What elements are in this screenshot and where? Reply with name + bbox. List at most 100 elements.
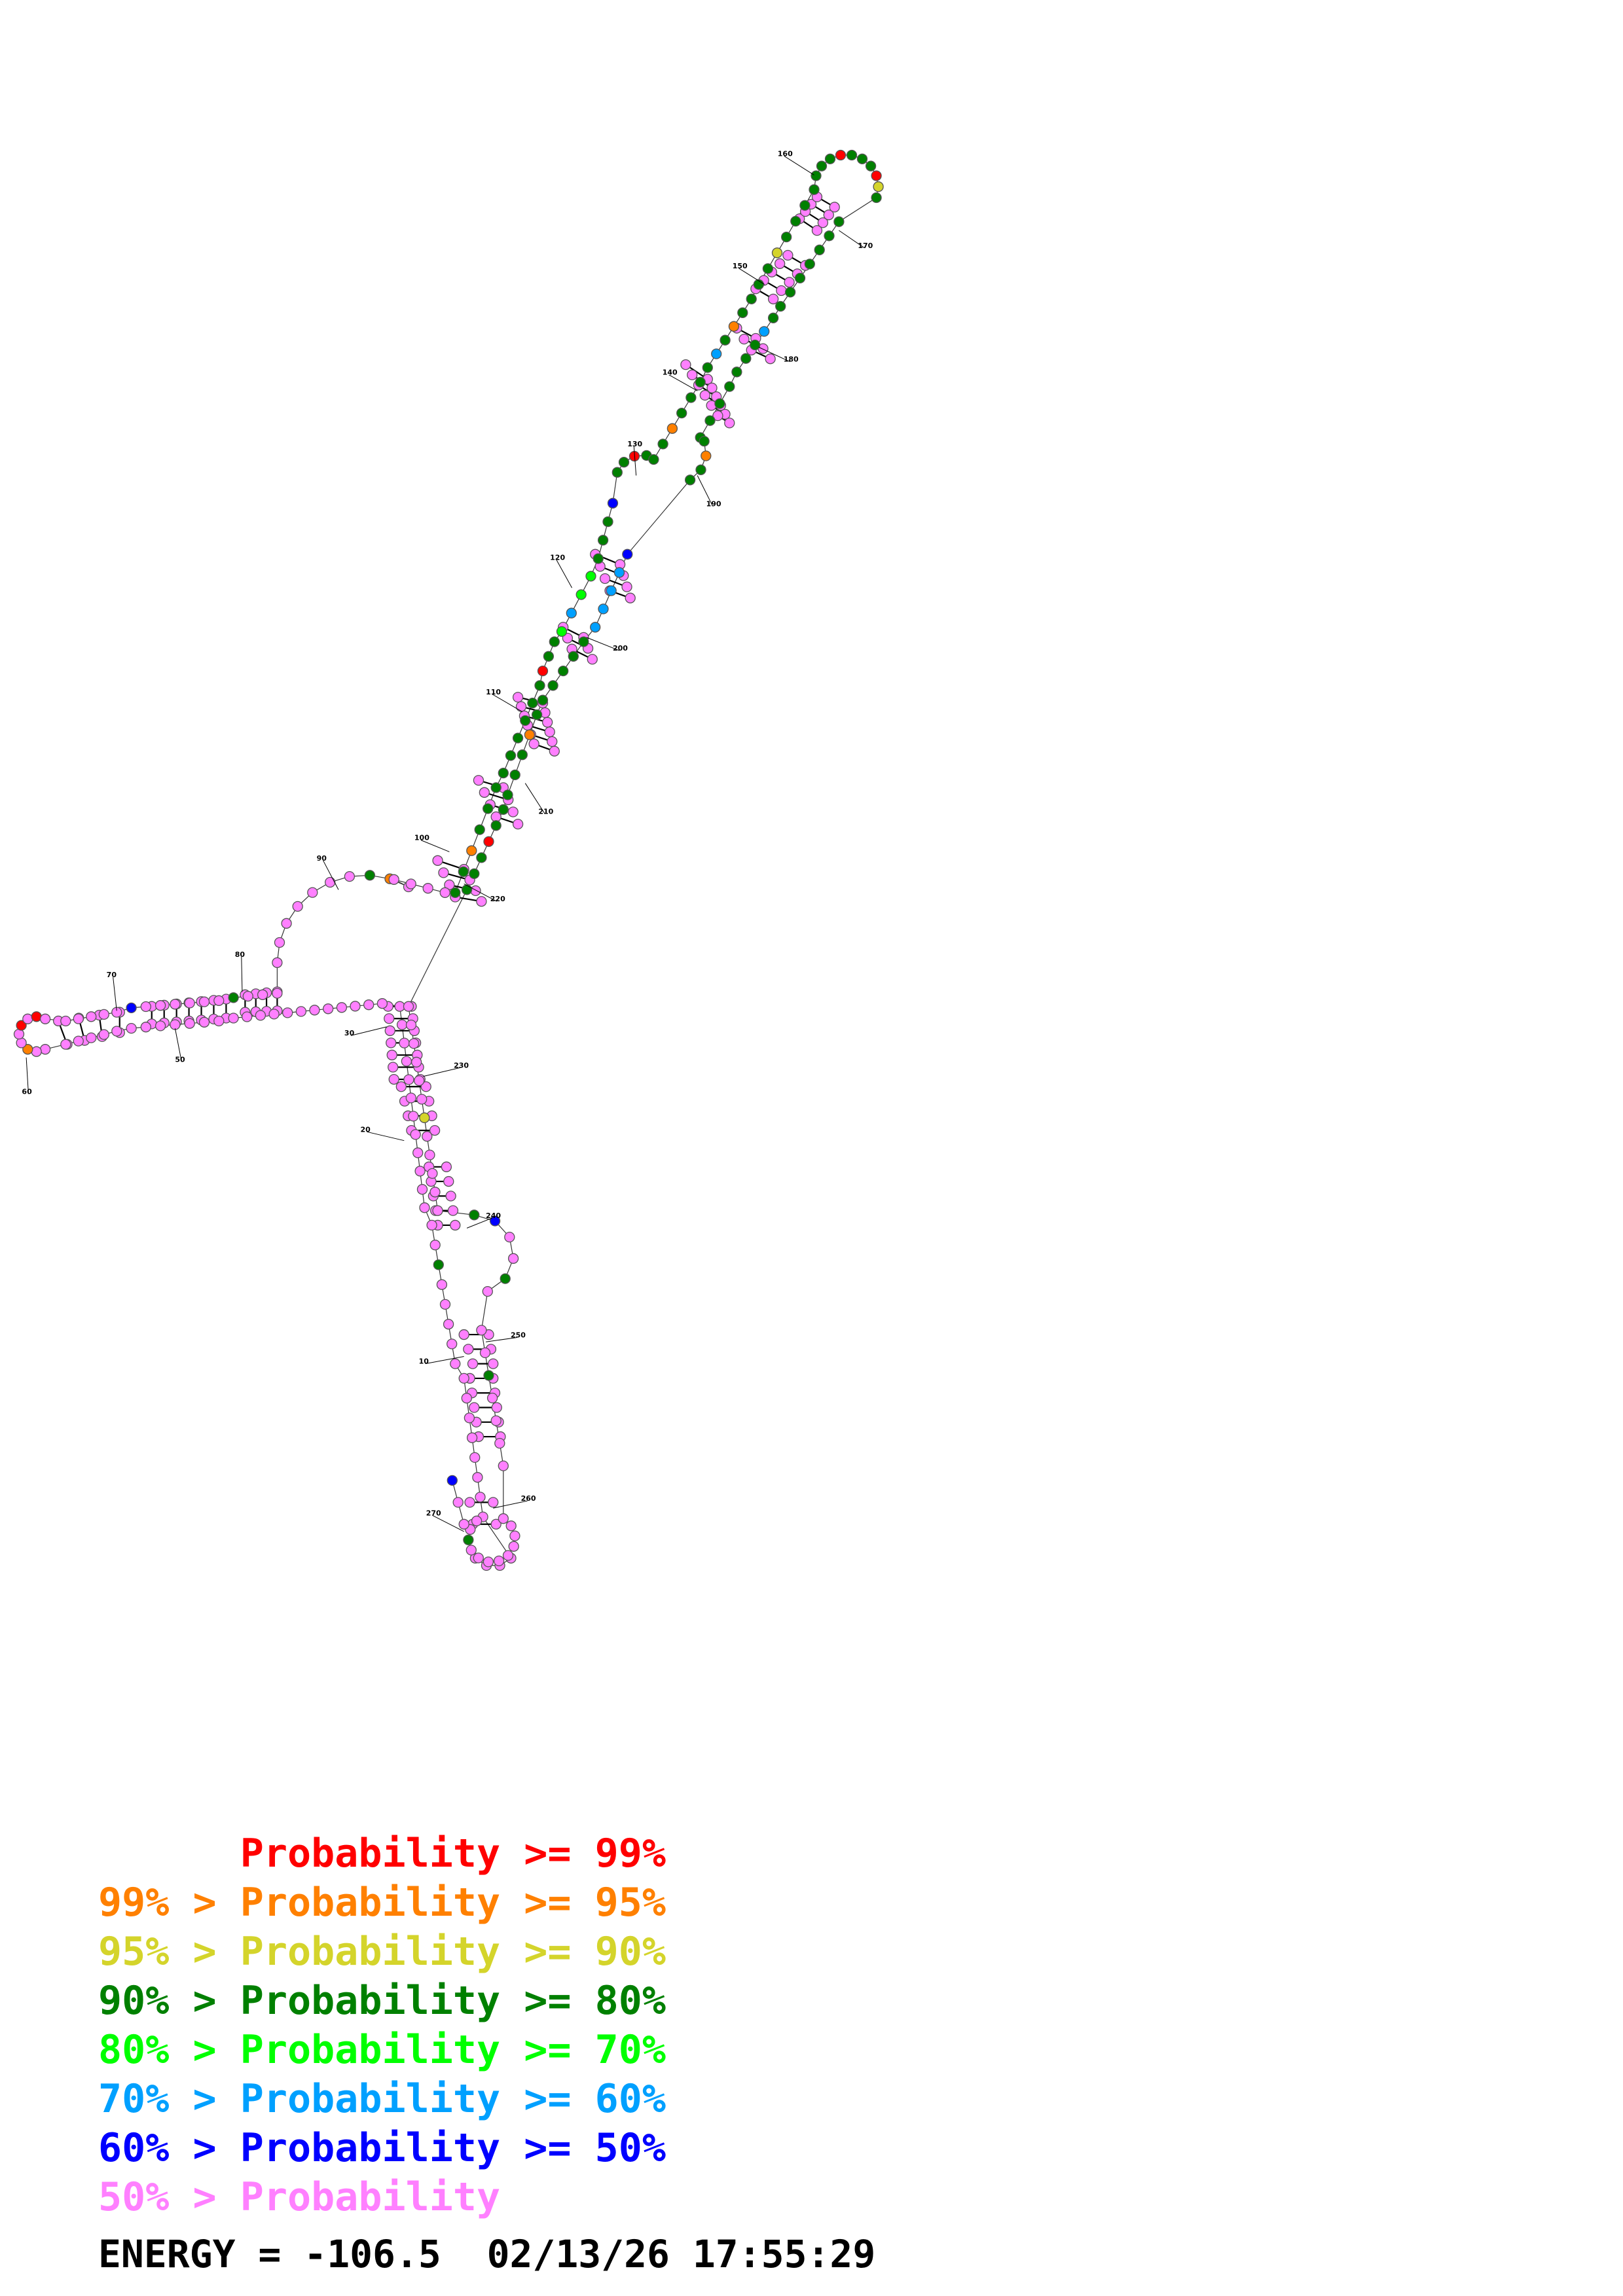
nucleotide: [422, 883, 433, 894]
nucleotide: [422, 1131, 433, 1142]
position-ticks: [26, 156, 865, 1532]
position-tick: [739, 268, 765, 285]
nucleotide: [479, 1347, 491, 1359]
legend-line-99: Probability >= 99%: [98, 1831, 666, 1876]
nucleotide: [537, 665, 549, 677]
nucleotide: [155, 1000, 166, 1011]
nucleotide: [771, 247, 783, 259]
nucleotide: [363, 999, 374, 1011]
paired-nucleotide: [549, 745, 560, 757]
nucleotide: [429, 1240, 441, 1251]
nucleotide: [490, 820, 501, 831]
paired-nucleotide: [395, 1081, 407, 1092]
nucleotide: [364, 870, 376, 881]
nucleotide: [98, 1029, 109, 1040]
nucleotide: [740, 353, 752, 364]
position-tick: [524, 783, 545, 814]
nucleotide: [16, 1020, 27, 1031]
nucleotide: [804, 259, 815, 270]
paired-nucleotide: [680, 359, 691, 370]
nucleotide: [295, 1006, 307, 1017]
position-tick: [113, 977, 117, 1011]
legend-line-70: 80% > Probability >= 70%: [98, 2027, 666, 2073]
nucleotide: [426, 1219, 437, 1231]
paired-nucleotide: [724, 418, 735, 429]
paired-nucleotide: [470, 885, 481, 897]
nucleotide: [22, 1013, 33, 1024]
position-label-240: 240: [486, 1211, 501, 1220]
paired-nucleotide: [699, 389, 710, 401]
nucleotide: [593, 553, 604, 564]
nucleotide: [702, 362, 713, 373]
nucleotide: [399, 1037, 410, 1049]
position-label-270: 270: [426, 1509, 441, 1517]
nucleotide: [846, 149, 858, 161]
nucleotide: [737, 307, 748, 318]
position-label-110: 110: [486, 688, 501, 696]
nucleotide: [242, 990, 253, 1002]
nucleotide: [701, 450, 712, 461]
nucleotide: [472, 1472, 483, 1483]
nucleotide: [598, 603, 609, 615]
nucleotide: [405, 878, 416, 889]
position-tick: [423, 1067, 461, 1077]
position-label-60: 60: [22, 1087, 32, 1096]
nucleotide: [556, 626, 568, 637]
nucleotide: [507, 1253, 519, 1264]
nucleotide: [272, 988, 283, 999]
nucleotide: [376, 998, 388, 1009]
nucleotide: [73, 1013, 84, 1024]
nucleotide: [549, 636, 560, 647]
paired-nucleotide: [420, 1081, 431, 1092]
nucleotide: [597, 535, 609, 546]
nucleotide: [184, 997, 195, 1009]
nucleotide: [676, 407, 687, 419]
position-label-140: 140: [663, 368, 678, 377]
nucleotide: [439, 887, 450, 898]
nucleotide: [31, 1046, 42, 1057]
nucleotide: [336, 1002, 348, 1013]
nucleotide: [432, 1205, 443, 1216]
position-label-260: 260: [521, 1494, 536, 1503]
nucleotide: [13, 1028, 25, 1040]
nucleotide: [509, 1530, 520, 1541]
paired-nucleotide: [458, 1329, 469, 1340]
nucleotide: [198, 1016, 210, 1028]
nucleotide: [469, 868, 480, 880]
nucleotide: [111, 1026, 122, 1037]
nucleotide: [433, 1259, 444, 1270]
position-label-180: 180: [784, 355, 799, 364]
nucleotide: [498, 1513, 509, 1524]
nucleotide: [126, 1002, 137, 1014]
paired-nucleotide: [438, 867, 449, 878]
paired-nucleotide: [388, 1073, 399, 1085]
nucleotide: [498, 804, 509, 815]
nucleotide: [274, 937, 285, 948]
nucleotide: [272, 957, 283, 968]
position-label-80: 80: [235, 950, 246, 959]
energy-timestamp: ENERGY = -106.5 02/13/26 17:55:29: [98, 2232, 876, 2276]
nucleotide: [140, 1001, 151, 1013]
nucleotide: [746, 293, 757, 304]
paired-nucleotide: [767, 293, 779, 304]
position-label-160: 160: [778, 149, 793, 158]
position-tick: [668, 374, 698, 391]
paired-nucleotide: [765, 353, 776, 365]
nucleotide: [466, 1432, 478, 1443]
nucleotide: [833, 216, 845, 227]
nucleotide: [268, 1009, 280, 1020]
nucleotide: [39, 1044, 51, 1055]
nucleotide: [811, 170, 822, 181]
position-tick: [425, 1356, 464, 1365]
nucleotide: [416, 1184, 428, 1195]
nucleotide: [699, 435, 710, 447]
nucleotide: [482, 1285, 493, 1297]
nucleotide: [228, 992, 239, 1003]
nucleotide: [344, 870, 356, 882]
nucleotide: [22, 1044, 33, 1055]
nucleotide: [566, 607, 577, 619]
nucleotide: [517, 749, 528, 761]
legend-line-90: 95% > Probability >= 90%: [98, 1929, 666, 1975]
nucleotide: [871, 192, 882, 204]
nucleotide: [405, 1019, 417, 1031]
